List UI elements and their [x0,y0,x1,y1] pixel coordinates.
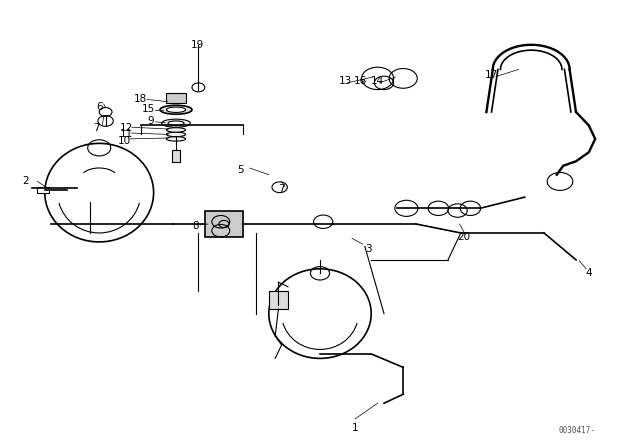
Text: 10: 10 [118,136,131,146]
Ellipse shape [166,132,186,137]
Text: 16: 16 [354,76,367,86]
Text: 0030417-: 0030417- [558,426,595,435]
Ellipse shape [168,121,184,125]
Bar [37,187,49,193]
Text: 14: 14 [371,76,384,86]
Text: 9: 9 [147,116,154,126]
Ellipse shape [166,107,186,112]
Text: 2: 2 [22,177,29,186]
Text: 18: 18 [134,94,147,103]
Bar [166,93,186,103]
Text: 20: 20 [458,233,470,242]
Text: 17: 17 [485,70,498,80]
Text: 11: 11 [120,129,132,139]
Text: 5: 5 [237,165,243,175]
Ellipse shape [166,128,186,132]
Text: 3: 3 [365,244,371,254]
Text: 7: 7 [93,123,99,133]
Text: 12: 12 [120,123,133,133]
Text: 4: 4 [586,268,592,278]
Ellipse shape [161,119,191,127]
Ellipse shape [166,137,186,141]
Text: 7: 7 [278,184,285,194]
Bar [205,211,243,237]
Bar [172,150,180,162]
Text: 8: 8 [192,221,198,231]
Text: 13: 13 [339,76,352,86]
Text: 19: 19 [191,40,204,50]
Ellipse shape [160,105,192,114]
Text: 1: 1 [352,423,358,433]
Text: 6: 6 [96,102,102,112]
Text: 15: 15 [142,104,155,114]
Bar [269,291,288,309]
